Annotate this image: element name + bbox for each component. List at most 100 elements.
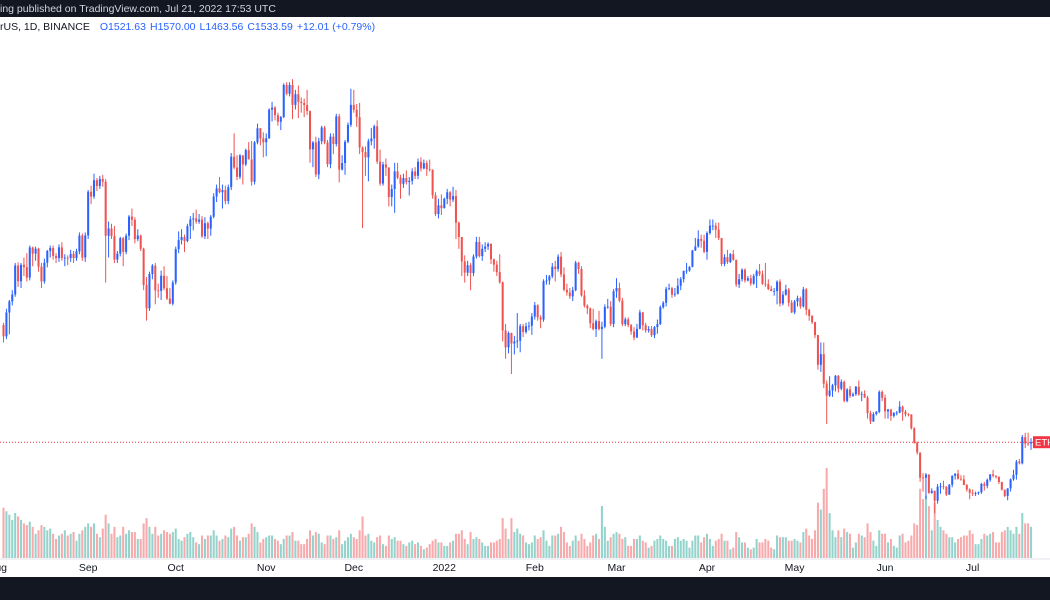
volume-bar: [600, 506, 603, 558]
candle-body: [513, 341, 516, 344]
candle-body: [180, 237, 183, 241]
volume-bar: [933, 502, 936, 558]
volume-bar: [621, 538, 624, 558]
volume-bar: [376, 537, 379, 558]
candle-body: [778, 281, 782, 304]
candle-body: [332, 136, 335, 144]
candle-body: [49, 248, 52, 251]
volume-bar: [668, 545, 671, 558]
volume-bar: [396, 540, 399, 558]
volume-bar: [793, 538, 796, 558]
candle-body: [916, 442, 919, 453]
candle-body: [227, 187, 230, 202]
volume-bar: [256, 532, 259, 558]
candle-body: [913, 428, 916, 443]
candle-body: [726, 257, 729, 263]
volume-bar: [148, 526, 151, 558]
candle-body: [422, 163, 425, 169]
candle-body: [460, 237, 463, 262]
candle-body: [840, 381, 843, 389]
candle-body: [475, 241, 478, 257]
candle-body: [472, 256, 475, 274]
candle-body: [773, 291, 776, 292]
candle-body: [705, 233, 709, 252]
volume-bar: [422, 549, 425, 558]
volume-bar: [647, 547, 650, 558]
candle-body: [384, 164, 387, 168]
candle-body: [81, 235, 84, 258]
volume-bar: [300, 544, 303, 558]
volume-bar: [288, 535, 291, 558]
volume-bar: [95, 533, 98, 558]
volume-bar: [72, 532, 75, 558]
volume-bar: [597, 538, 601, 558]
volume-bar: [673, 538, 676, 558]
volume-bar: [522, 535, 525, 558]
volume-bar: [151, 533, 154, 558]
volume-bar: [98, 537, 101, 558]
candle-body: [633, 331, 636, 338]
volume-bar: [352, 537, 355, 558]
candle-body: [358, 117, 361, 148]
volume-bar: [69, 533, 72, 558]
volume-bar: [898, 535, 901, 558]
volume-bar: [1030, 526, 1033, 558]
volume-bar: [110, 533, 113, 558]
volume-bar: [676, 537, 679, 558]
volume-bar: [1018, 533, 1021, 558]
volume-bar: [478, 538, 481, 558]
volume-bar: [1027, 523, 1030, 558]
volume-bar: [787, 540, 790, 558]
volume-bar: [344, 540, 347, 558]
candle-body: [60, 247, 63, 259]
candle-body: [142, 248, 145, 286]
volume-bar: [379, 535, 382, 558]
volume-bar: [206, 535, 209, 558]
volume-bar: [781, 537, 784, 558]
candle-body: [215, 188, 218, 197]
volume-bar: [253, 526, 256, 558]
volume-bar: [326, 535, 329, 558]
volume-bar: [55, 538, 58, 558]
candle-body: [992, 474, 995, 476]
volume-bar: [633, 538, 636, 558]
candle-body: [498, 272, 501, 283]
candle-body: [294, 94, 297, 105]
candle-body: [875, 411, 878, 415]
candle-body: [271, 107, 274, 110]
candle-body: [463, 261, 466, 273]
volume-bar: [542, 530, 545, 558]
volume-bar: [14, 513, 17, 558]
volume-bar: [163, 530, 166, 558]
candle-body: [504, 330, 507, 348]
candle-body: [1003, 489, 1006, 496]
volume-bar: [364, 535, 367, 558]
volume-bar: [297, 540, 300, 558]
candle-body: [329, 136, 332, 165]
volume-bar: [449, 542, 452, 558]
volume-bar: [165, 532, 168, 558]
volume-bar: [414, 544, 417, 558]
candle-body: [977, 492, 980, 494]
volume-bar: [729, 549, 732, 558]
volume-bar: [332, 538, 335, 558]
volume-bar: [857, 533, 860, 558]
change-value: +12.01 (+0.79%): [297, 21, 375, 33]
volume-bar: [250, 523, 253, 558]
volume-bar: [638, 535, 641, 558]
candle-body: [189, 219, 192, 227]
volume-bar: [49, 528, 52, 558]
volume-bar: [924, 495, 927, 558]
volume-bar: [241, 537, 244, 558]
candle-body: [884, 397, 887, 412]
volume-bar: [81, 530, 84, 558]
candle-body: [186, 226, 189, 242]
volume-bar: [285, 535, 288, 558]
candle-body: [525, 326, 528, 332]
volume-bar: [989, 533, 992, 558]
candle-body: [618, 288, 621, 301]
candle-body: [606, 306, 609, 308]
candle-body: [983, 483, 986, 486]
candle-body: [729, 254, 732, 263]
volume-bar: [393, 537, 396, 558]
